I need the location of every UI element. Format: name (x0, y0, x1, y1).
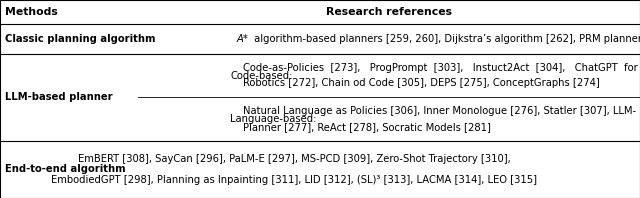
Text: Methods: Methods (5, 7, 58, 17)
Text: Code-as-Policies  [273],   ProgPrompt  [303],   Instuct2Act  [304],   ChatGPT  f: Code-as-Policies [273], ProgPrompt [303]… (243, 63, 638, 73)
Text: A*: A* (237, 34, 249, 44)
Text: Language-based:: Language-based: (230, 114, 317, 124)
Text: EmBERT [308], SayCan [296], PaLM-E [297], MS-PCD [309], Zero-Shot Trajectory [31: EmBERT [308], SayCan [296], PaLM-E [297]… (78, 154, 511, 164)
Text: Natural Language as Policies [306], Inner Monologue [276], Statler [307], LLM-: Natural Language as Policies [306], Inne… (243, 106, 636, 116)
Text: Code-based:: Code-based: (230, 71, 292, 81)
Text: Classic planning algorithm: Classic planning algorithm (5, 34, 156, 44)
Text: EmbodiedGPT [298], Planning as Inpainting [311], LID [312], (SL)³ [313], LACMA [: EmbodiedGPT [298], Planning as Inpaintin… (51, 175, 538, 185)
Text: algorithm-based planners [259, 260], Dijkstra’s algorithm [262], PRM planners [2: algorithm-based planners [259, 260], Dij… (251, 34, 640, 44)
Text: Research references: Research references (326, 7, 452, 17)
Text: Robotics [272], Chain od Code [305], DEPS [275], ConceptGraphs [274]: Robotics [272], Chain od Code [305], DEP… (243, 78, 600, 89)
Text: End-to-end algorithm: End-to-end algorithm (5, 165, 125, 174)
Text: LLM-based planner: LLM-based planner (5, 92, 113, 102)
Text: Planner [277], ReAct [278], Socratic Models [281]: Planner [277], ReAct [278], Socratic Mod… (243, 122, 491, 132)
